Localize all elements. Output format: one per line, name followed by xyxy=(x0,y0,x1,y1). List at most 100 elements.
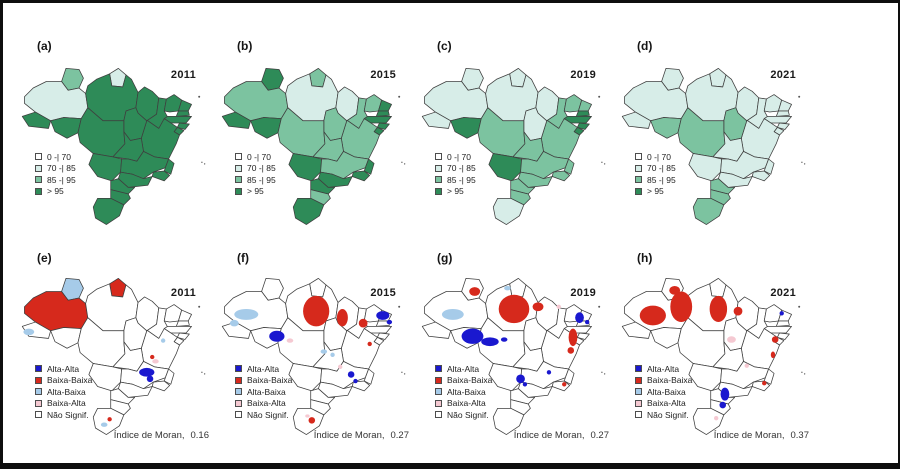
map-legend: Alta-Alta Baixa-Baixa Alta-Baixa Baixa-Alta… xyxy=(435,363,492,421)
legend-swatch xyxy=(235,376,242,384)
legend-label: Alta-Alta xyxy=(247,363,280,374)
legend-label: 70 -| 85 xyxy=(247,163,276,173)
legend-label: Alta-Alta xyxy=(647,363,680,374)
brazil-choropleth-map xyxy=(221,67,406,225)
brazil-choropleth-map xyxy=(421,67,606,225)
legend-item: 85 -| 95 xyxy=(235,174,276,186)
legend-swatch xyxy=(35,153,42,161)
legend-swatch xyxy=(435,411,442,419)
legend-item: Não Signif. xyxy=(435,409,492,421)
legend-label: Não Signif. xyxy=(447,409,489,420)
legend-label: Baixa-Alta xyxy=(247,398,286,408)
legend-label: Baixa-Baixa xyxy=(447,375,493,385)
legend-swatch xyxy=(435,399,442,407)
legend-label: Não Signif. xyxy=(47,409,89,420)
moran-value: 0.16 xyxy=(190,430,210,441)
legend-label: Baixa-Alta xyxy=(447,398,486,408)
map-legend: 0 -| 70 70 -| 85 85 -| 95 > 95 xyxy=(35,151,76,197)
panel-a: (a) 2011 0 -| 70 70 -| 85 85 -| 95 > 95 xyxy=(15,31,212,241)
legend-swatch xyxy=(635,376,642,384)
legend-label: > 95 xyxy=(647,186,664,196)
legend-item: Alta-Alta xyxy=(35,363,92,375)
legend-label: 85 -| 95 xyxy=(647,174,676,185)
legend-swatch xyxy=(435,376,442,384)
legend-item: 0 -| 70 xyxy=(235,151,276,163)
panel-label: (g) xyxy=(437,251,453,265)
year-label: 2019 xyxy=(570,69,596,81)
legend-swatch xyxy=(235,153,242,161)
panel-label: (d) xyxy=(637,39,653,53)
legend-item: Alta-Baixa xyxy=(235,386,292,398)
legend-label: Alta-Alta xyxy=(447,363,480,374)
legend-label: 70 -| 85 xyxy=(647,163,676,173)
legend-label: Alta-Baixa xyxy=(47,386,86,397)
legend-swatch xyxy=(35,388,42,396)
panel-b: (b) 2015 0 -| 70 70 -| 85 85 -| 95 > 95 xyxy=(215,31,412,241)
legend-swatch xyxy=(35,187,42,195)
map-legend: 0 -| 70 70 -| 85 85 -| 95 > 95 xyxy=(635,151,676,197)
legend-swatch xyxy=(435,153,442,161)
legend-label: > 95 xyxy=(247,186,264,196)
year-label: 2021 xyxy=(770,287,796,299)
moran-label: Índice de Moran, xyxy=(113,430,185,441)
legend-swatch xyxy=(35,411,42,419)
map-legend: 0 -| 70 70 -| 85 85 -| 95 > 95 xyxy=(435,151,476,197)
legend-item: > 95 xyxy=(235,186,276,198)
year-label: 2011 xyxy=(170,287,196,299)
legend-label: > 95 xyxy=(47,186,64,196)
legend-label: 0 -| 70 xyxy=(447,151,471,162)
year-label: 2011 xyxy=(170,69,196,81)
panel-label: (e) xyxy=(37,251,52,265)
legend-label: Baixa-Alta xyxy=(47,398,86,408)
legend-label: Baixa-Baixa xyxy=(247,375,293,385)
panel-e: (e) 2011 Alta-Alta Baixa-Baixa Alta-Baixa B… xyxy=(15,243,212,461)
legend-label: 70 -| 85 xyxy=(47,163,76,173)
panel-h: (h) 2021 Alta-Alta Baixa-Baixa Alta-Baixa B… xyxy=(615,243,812,461)
brazil-choropleth-map xyxy=(621,67,806,225)
moran-index: Índice de Moran, 0.27 xyxy=(314,430,409,441)
panel-label: (h) xyxy=(637,251,653,265)
legend-item: Alta-Alta xyxy=(235,363,292,375)
legend-item: 85 -| 95 xyxy=(635,174,676,186)
legend-item: 70 -| 85 xyxy=(635,163,676,175)
legend-swatch xyxy=(235,365,242,373)
legend-item: Alta-Alta xyxy=(635,363,692,375)
legend-swatch xyxy=(235,164,242,172)
legend-item: Não Signif. xyxy=(35,409,92,421)
legend-swatch xyxy=(435,164,442,172)
legend-label: 85 -| 95 xyxy=(47,174,76,185)
moran-index: Índice de Moran, 0.27 xyxy=(514,430,609,441)
legend-swatch xyxy=(435,388,442,396)
brazil-lisa-cluster-map xyxy=(221,277,406,435)
legend-item: 70 -| 85 xyxy=(435,163,476,175)
moran-index: Índice de Moran, 0.37 xyxy=(714,430,809,441)
legend-item: > 95 xyxy=(635,186,676,198)
legend-swatch xyxy=(635,388,642,396)
panel-label: (b) xyxy=(237,39,253,53)
legend-swatch xyxy=(235,187,242,195)
legend-item: Baixa-Alta xyxy=(235,398,292,410)
legend-item: Não Signif. xyxy=(635,409,692,421)
legend-item: > 95 xyxy=(35,186,76,198)
legend-swatch xyxy=(435,365,442,373)
legend-label: Alta-Alta xyxy=(47,363,80,374)
legend-label: Alta-Baixa xyxy=(447,386,486,397)
legend-swatch xyxy=(635,164,642,172)
legend-item: 85 -| 95 xyxy=(435,174,476,186)
legend-swatch xyxy=(35,376,42,384)
legend-item: Baixa-Baixa xyxy=(635,375,692,387)
map-legend: Alta-Alta Baixa-Baixa Alta-Baixa Baixa-Alta… xyxy=(235,363,292,421)
year-label: 2015 xyxy=(370,287,396,299)
panel-d: (d) 2021 0 -| 70 70 -| 85 85 -| 95 > 95 xyxy=(615,31,812,241)
legend-item: 70 -| 85 xyxy=(35,163,76,175)
legend-swatch xyxy=(235,176,242,184)
legend-swatch xyxy=(35,365,42,373)
legend-label: 85 -| 95 xyxy=(447,174,476,185)
panel-f: (f) 2015 Alta-Alta Baixa-Baixa Alta-Baixa B… xyxy=(215,243,412,461)
legend-item: Baixa-Alta xyxy=(35,398,92,410)
legend-item: 0 -| 70 xyxy=(635,151,676,163)
legend-swatch xyxy=(635,153,642,161)
legend-item: Alta-Baixa xyxy=(35,386,92,398)
legend-swatch xyxy=(35,176,42,184)
